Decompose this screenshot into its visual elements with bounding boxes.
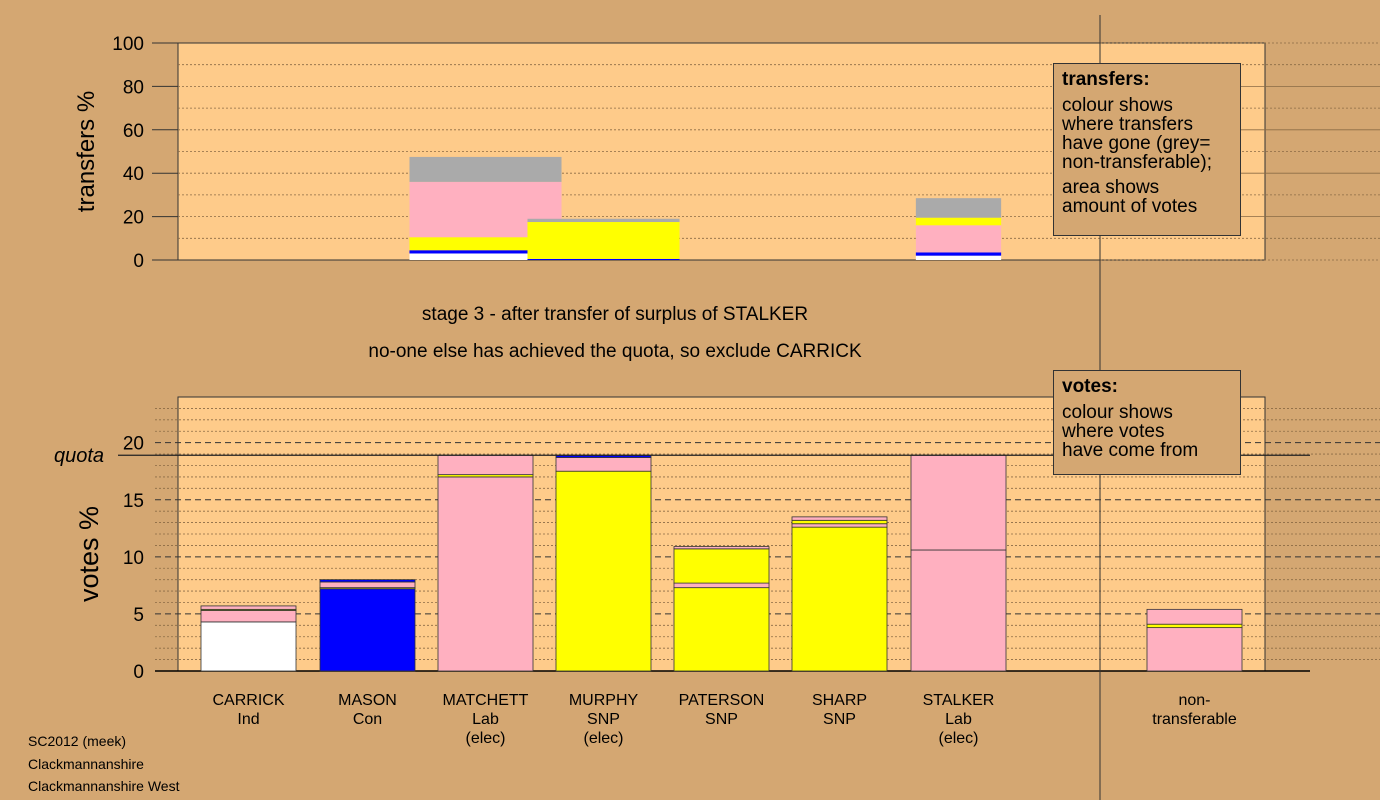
transfers-legend-text-1: colour shows where transfers have gone (… xyxy=(1062,96,1232,172)
legend-line: colour shows xyxy=(1062,95,1173,116)
vote-bar-segment xyxy=(1146,623,1243,629)
legend-line: where votes xyxy=(1062,421,1165,442)
legend-line: area shows xyxy=(1062,177,1160,198)
info-line-2: Clackmannanshire xyxy=(28,756,144,772)
vote-bar-segment xyxy=(319,579,416,583)
transfers-legend-text-2: area shows amount of votes xyxy=(1062,178,1232,216)
vote-bar-segment xyxy=(437,476,534,672)
category-label: Con xyxy=(353,711,382,728)
transfers-legend-title: transfers: xyxy=(1062,69,1150,90)
vote-bar-segment xyxy=(555,457,652,472)
vote-bar-segment xyxy=(791,523,888,528)
category-label: Ind xyxy=(237,711,259,728)
category-label: MATCHETT xyxy=(443,692,529,709)
vote-bar-segment xyxy=(673,582,770,589)
category-label: SNP xyxy=(823,711,856,728)
transfer-bar-segment xyxy=(915,198,1002,218)
vote-bar-segment xyxy=(437,454,534,476)
vote-bar-segment xyxy=(555,470,652,672)
category-label: MURPHY xyxy=(569,692,639,709)
transfers-legend: transfers: colour shows where transfers … xyxy=(1053,63,1241,236)
vote-bar-segment xyxy=(200,610,297,623)
category-label: PATERSON xyxy=(679,692,765,709)
transfer-bar-segment xyxy=(915,217,1002,226)
category-label: MASON xyxy=(338,692,397,709)
category-label: non- xyxy=(1178,692,1210,709)
transfers-ytick-label: 40 xyxy=(123,164,144,185)
vote-bar-segment xyxy=(319,588,416,672)
vote-bar-segment xyxy=(319,581,416,589)
category-label: (elec) xyxy=(465,730,505,747)
votes-ylabel: votes % xyxy=(74,506,104,602)
votes-legend-text: colour shows where votes have come from xyxy=(1062,403,1232,460)
vote-bar-segment xyxy=(910,454,1007,551)
transfers-ytick-label: 100 xyxy=(112,34,144,55)
vote-bar-segment xyxy=(1146,627,1243,672)
transfers-ytick-label: 60 xyxy=(123,121,144,142)
transfers-ytick-label: 80 xyxy=(123,77,144,98)
legend-line: have come from xyxy=(1062,440,1199,461)
legend-line: non-transferable); xyxy=(1062,152,1212,173)
category-label: Lab xyxy=(472,711,499,728)
transfer-bar-segment xyxy=(527,258,680,260)
transfer-bar-segment xyxy=(915,255,1002,260)
info-line-1: SC2012 (meek) xyxy=(28,733,127,749)
vote-bar-segment xyxy=(791,526,888,672)
legend-line: colour shows xyxy=(1062,402,1173,423)
vote-bar-segment xyxy=(673,587,770,672)
category-label: SNP xyxy=(705,711,738,728)
transfer-bar-segment xyxy=(527,222,680,259)
votes-ytick-label: 5 xyxy=(133,605,144,626)
category-label: (elec) xyxy=(583,730,623,747)
vote-bar-segment xyxy=(791,516,888,521)
category-label: CARRICK xyxy=(212,692,284,709)
votes-legend-title: votes: xyxy=(1062,376,1118,397)
transfer-bar-segment xyxy=(409,156,562,182)
transfers-ytick-label: 20 xyxy=(123,208,144,229)
info-line-3: Clackmannanshire West xyxy=(28,778,180,794)
transfer-bar-segment xyxy=(527,218,680,223)
votes-ytick-label: 0 xyxy=(133,662,144,683)
legend-line: where transfers xyxy=(1062,114,1193,135)
category-label: SHARP xyxy=(812,692,867,709)
vote-bar-segment xyxy=(200,605,297,610)
title-line-2: no-one else has achieved the quota, so e… xyxy=(368,341,862,362)
vote-bar-segment xyxy=(1146,608,1243,625)
category-label: Lab xyxy=(945,711,972,728)
transfer-bar-segment xyxy=(915,252,1002,256)
legend-line: have gone (grey= xyxy=(1062,133,1211,154)
quota-label: quota xyxy=(54,445,104,467)
category-label: SNP xyxy=(587,711,620,728)
votes-ytick-label: 10 xyxy=(123,548,144,569)
transfer-bar-segment xyxy=(409,237,562,251)
vote-bar-segment xyxy=(910,549,1007,672)
votes-legend: votes: colour shows where votes have com… xyxy=(1053,370,1241,475)
category-label: STALKER xyxy=(923,692,995,709)
category-label: transferable xyxy=(1152,711,1237,728)
transfer-bar-segment xyxy=(409,250,562,254)
vote-bar-segment xyxy=(791,519,888,525)
votes-ytick-label: 15 xyxy=(123,491,144,512)
vote-bar-segment xyxy=(673,548,770,584)
votes-ytick-label: 20 xyxy=(123,434,144,455)
title-line-1: stage 3 - after transfer of surplus of S… xyxy=(422,304,808,325)
transfers-ylabel: transfers % xyxy=(73,91,100,212)
transfers-ytick-label: 0 xyxy=(133,251,144,272)
transfer-bar-segment xyxy=(409,253,562,260)
vote-bar-segment xyxy=(673,546,770,550)
legend-line: amount of votes xyxy=(1062,196,1198,217)
transfer-bar-segment xyxy=(915,225,1002,253)
votes-chart: 0 5 10 15 20 votes % CARRICK Ind MASON Con MATCHET… xyxy=(54,396,1380,747)
category-label: (elec) xyxy=(938,730,978,747)
vote-bar-segment xyxy=(200,621,297,672)
